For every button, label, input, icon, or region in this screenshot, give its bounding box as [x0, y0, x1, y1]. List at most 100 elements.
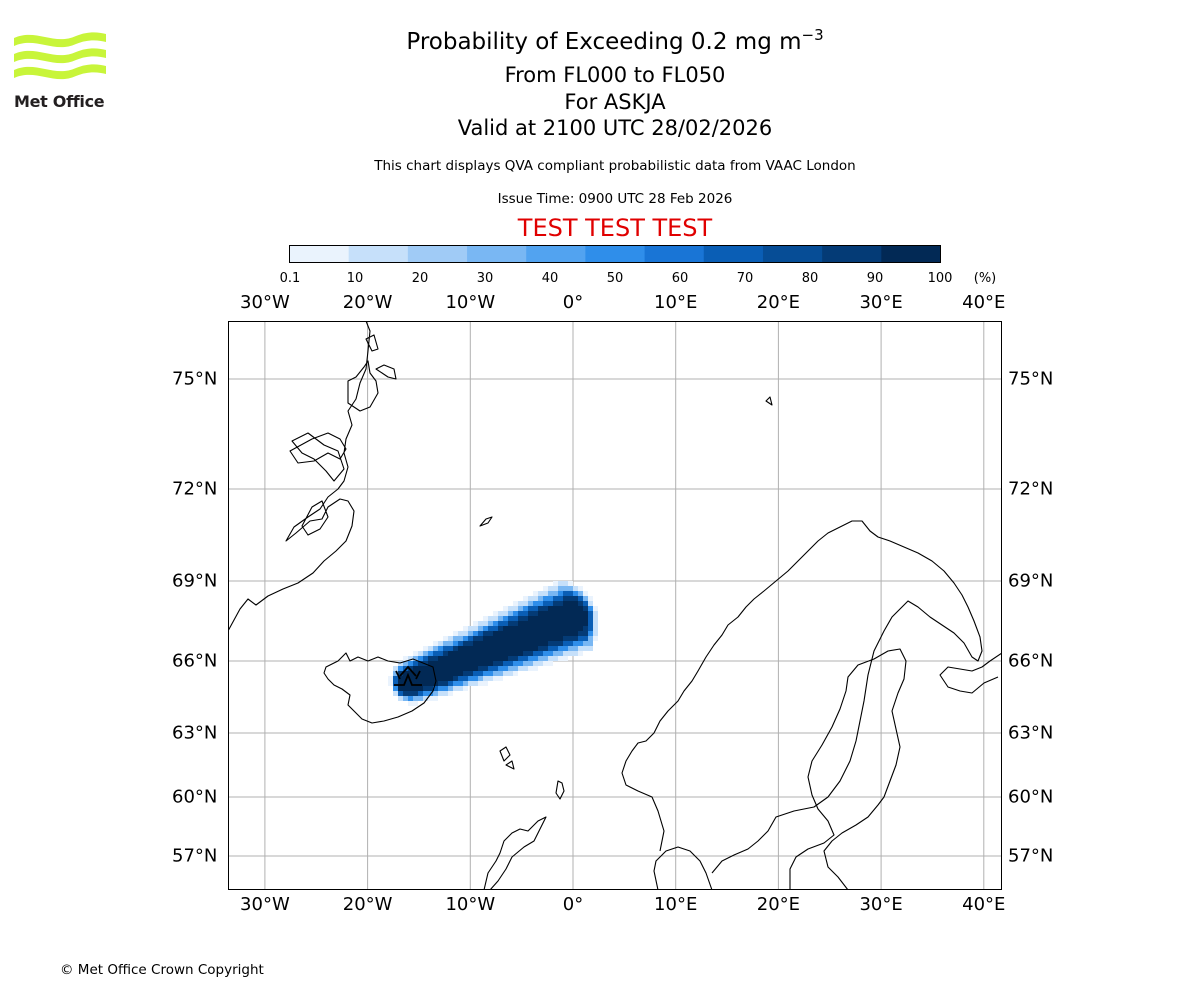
plume-cell	[528, 601, 533, 606]
plume-cell	[508, 671, 513, 676]
plume-cell	[503, 606, 508, 611]
plume-cell	[533, 591, 538, 596]
plume-cell	[538, 606, 543, 611]
plume-cell	[418, 676, 423, 681]
plume-cell	[588, 626, 593, 631]
plume-cell	[408, 661, 413, 666]
plume-cell	[478, 661, 483, 666]
map	[228, 321, 1002, 890]
plume-cell	[533, 601, 538, 606]
plume-cell	[533, 606, 538, 611]
plume-cell	[518, 656, 523, 661]
plume-cell	[498, 641, 503, 646]
plume-cell	[458, 656, 463, 661]
plume-cell	[483, 656, 488, 661]
plume-cell	[473, 636, 478, 641]
plume-cell	[433, 661, 438, 666]
plume-cell	[553, 586, 558, 591]
plume-cell	[488, 666, 493, 671]
plume-cell	[463, 681, 468, 686]
plume-cell	[428, 646, 433, 651]
plume-cell	[413, 696, 418, 701]
plume-cell	[568, 596, 573, 601]
plume-cell	[488, 641, 493, 646]
plume-cell	[493, 616, 498, 621]
plume-cell	[453, 656, 458, 661]
plume-cell	[563, 626, 568, 631]
plume-cell	[553, 616, 558, 621]
colorbar-cell	[407, 245, 468, 263]
latitude-label: 69°N	[172, 570, 218, 592]
colorbar-cell	[822, 245, 882, 263]
plume-cell	[593, 631, 598, 636]
latitude-label: 60°N	[1008, 786, 1054, 808]
plume-cell	[413, 691, 418, 696]
plume-cell	[463, 676, 468, 681]
plume-cell	[443, 671, 448, 676]
plume-cell	[498, 666, 503, 671]
longitude-label: 30°W	[240, 292, 290, 313]
plume-cell	[423, 656, 428, 661]
latitude-label: 72°N	[172, 478, 218, 500]
plume-cell	[468, 656, 473, 661]
plume-cell	[493, 656, 498, 661]
plume-cell	[423, 681, 428, 686]
plume-cell	[548, 651, 553, 656]
plume-cell	[498, 636, 503, 641]
plume-cell	[498, 616, 503, 621]
plume-cell	[513, 616, 518, 621]
plume-cell	[503, 621, 508, 626]
plume-cell	[438, 641, 443, 646]
plume-cell	[443, 646, 448, 651]
plume-cell	[548, 611, 553, 616]
plume-cell	[443, 666, 448, 671]
plume-cell	[553, 591, 558, 596]
plume-cell	[578, 611, 583, 616]
colorbar	[289, 245, 941, 263]
plume-cell	[423, 666, 428, 671]
plume-cell	[493, 641, 498, 646]
plume-cell	[403, 656, 408, 661]
plume-cell	[398, 661, 403, 666]
plume-cell	[443, 661, 448, 666]
plume-cell	[503, 671, 508, 676]
plume-cell	[513, 611, 518, 616]
latitude-label: 60°N	[172, 786, 218, 808]
plume-cell	[498, 661, 503, 666]
test-banner: TEST TEST TEST	[517, 214, 713, 242]
plume-cell	[483, 616, 488, 621]
plume-cell	[453, 681, 458, 686]
plume-cell	[543, 616, 548, 621]
plume-cell	[468, 626, 473, 631]
plume-cell	[573, 611, 578, 616]
plume-cell	[518, 601, 523, 606]
plume-cell	[438, 656, 443, 661]
plume-cell	[523, 611, 528, 616]
plume-cell	[588, 636, 593, 641]
plume-cell	[418, 691, 423, 696]
plume-cell	[543, 596, 548, 601]
plume-cell	[578, 636, 583, 641]
plume-cell	[553, 646, 558, 651]
plume-cell	[478, 666, 483, 671]
plume-cell	[538, 641, 543, 646]
plume-cell	[513, 666, 518, 671]
plume-cell	[543, 586, 548, 591]
plume-cell	[523, 656, 528, 661]
latitude-label: 72°N	[1008, 478, 1054, 500]
colorbar-tick-label: 10	[346, 271, 364, 286]
plume-cell	[398, 681, 403, 686]
plume-cell	[563, 591, 568, 596]
plume-cell	[528, 621, 533, 626]
plume-cell	[538, 661, 543, 666]
plume-cell	[458, 651, 463, 656]
plume-cell	[568, 646, 573, 651]
plume-cell	[528, 611, 533, 616]
plume-cell	[403, 696, 408, 701]
plume-cell	[593, 611, 598, 616]
plume-cell	[453, 631, 458, 636]
plume-cell	[523, 641, 528, 646]
plume-cell	[493, 666, 498, 671]
plume-cell	[523, 651, 528, 656]
plume-cell	[568, 591, 573, 596]
